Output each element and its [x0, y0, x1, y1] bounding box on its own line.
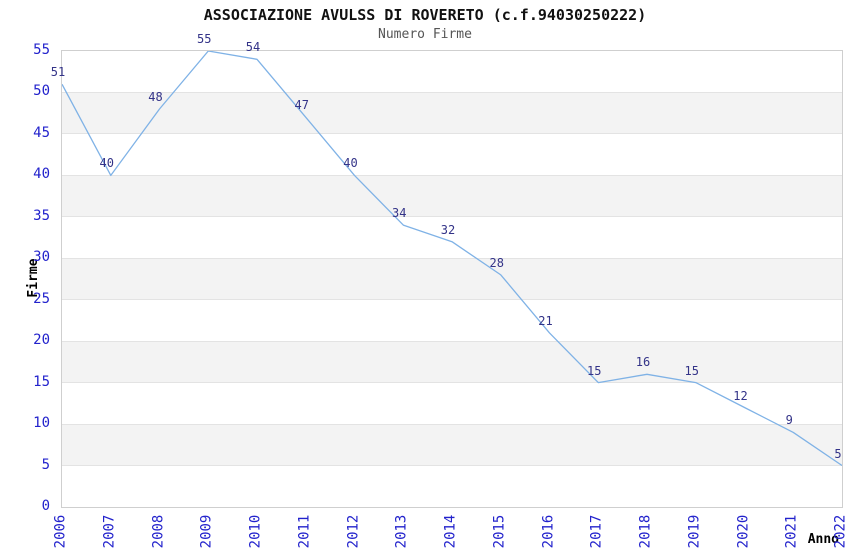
- data-point-label: 40: [99, 156, 114, 171]
- gridline: [62, 216, 842, 218]
- x-tick-label: 2008: [150, 514, 166, 548]
- y-tick-label: 55: [33, 42, 50, 58]
- gridline: [62, 382, 842, 384]
- x-tick-label: 2021: [783, 514, 800, 548]
- gridline: [62, 91, 842, 93]
- data-point-label: 48: [148, 90, 163, 105]
- data-point-label: 15: [684, 363, 699, 378]
- shaded-band: [62, 424, 842, 466]
- x-tick-label: 2011: [296, 514, 313, 548]
- data-point-label: 34: [392, 206, 407, 221]
- gridline: [62, 340, 842, 342]
- data-point-label: 21: [538, 313, 553, 328]
- data-point-label: 47: [294, 98, 309, 113]
- y-tick-label: 10: [33, 415, 50, 432]
- x-tick-label: 2012: [345, 514, 361, 548]
- chart-subtitle: Numero Firme: [378, 27, 472, 42]
- data-point-label: 40: [343, 156, 358, 171]
- shaded-band: [62, 258, 842, 300]
- y-tick-label: 5: [41, 456, 50, 473]
- gridline: [62, 174, 842, 176]
- data-point-label: 9: [785, 413, 793, 428]
- data-point-label: 15: [587, 363, 602, 378]
- x-tick-label: 2016: [540, 514, 556, 548]
- x-tick-label: 2013: [393, 514, 410, 548]
- y-tick-label: 30: [33, 249, 50, 266]
- x-tick-label: 2017: [588, 514, 605, 548]
- y-tick-label: 25: [33, 290, 50, 307]
- y-tick-label: 40: [33, 166, 50, 183]
- x-tick-label: 2010: [247, 514, 264, 548]
- y-tick-label: 20: [33, 332, 50, 349]
- data-point-label: 51: [50, 65, 66, 80]
- y-tick-label: 15: [33, 373, 50, 390]
- data-point-label: 28: [489, 255, 504, 270]
- x-axis-label: Anno: [807, 532, 839, 547]
- gridline: [62, 299, 842, 301]
- data-line: [62, 51, 842, 467]
- x-tick-label: 2015: [491, 514, 508, 548]
- y-tick-label: 35: [33, 207, 50, 224]
- data-point-label: 5: [834, 446, 842, 461]
- x-tick-label: 2022: [832, 514, 849, 548]
- x-tick-label: 2006: [52, 514, 69, 548]
- x-tick-label: 2014: [442, 514, 459, 548]
- shaded-band: [62, 175, 842, 217]
- chart-title: ASSOCIAZIONE AVULSS DI ROVERETO (c.f.940…: [203, 6, 647, 24]
- data-point-label: 32: [440, 222, 456, 237]
- gridline: [62, 133, 842, 135]
- gridline: [62, 257, 842, 259]
- x-tick-label: 2007: [101, 514, 118, 548]
- data-point-label: 54: [245, 40, 261, 55]
- x-tick-label: 2018: [637, 514, 654, 548]
- y-tick-label: 45: [33, 124, 50, 141]
- plot-area: [61, 50, 843, 508]
- x-tick-label: 2020: [735, 514, 751, 548]
- shaded-band: [62, 92, 842, 134]
- y-tick-label: 50: [33, 83, 50, 100]
- x-tick-label: 2009: [198, 514, 215, 548]
- y-tick-label: 0: [41, 498, 50, 514]
- data-point-label: 12: [733, 388, 748, 403]
- gridline: [62, 423, 842, 425]
- shaded-band: [62, 341, 842, 383]
- x-tick-label: 2019: [686, 514, 703, 548]
- gridline: [62, 465, 842, 467]
- data-point-label: 55: [197, 32, 212, 46]
- data-point-label: 16: [635, 355, 651, 370]
